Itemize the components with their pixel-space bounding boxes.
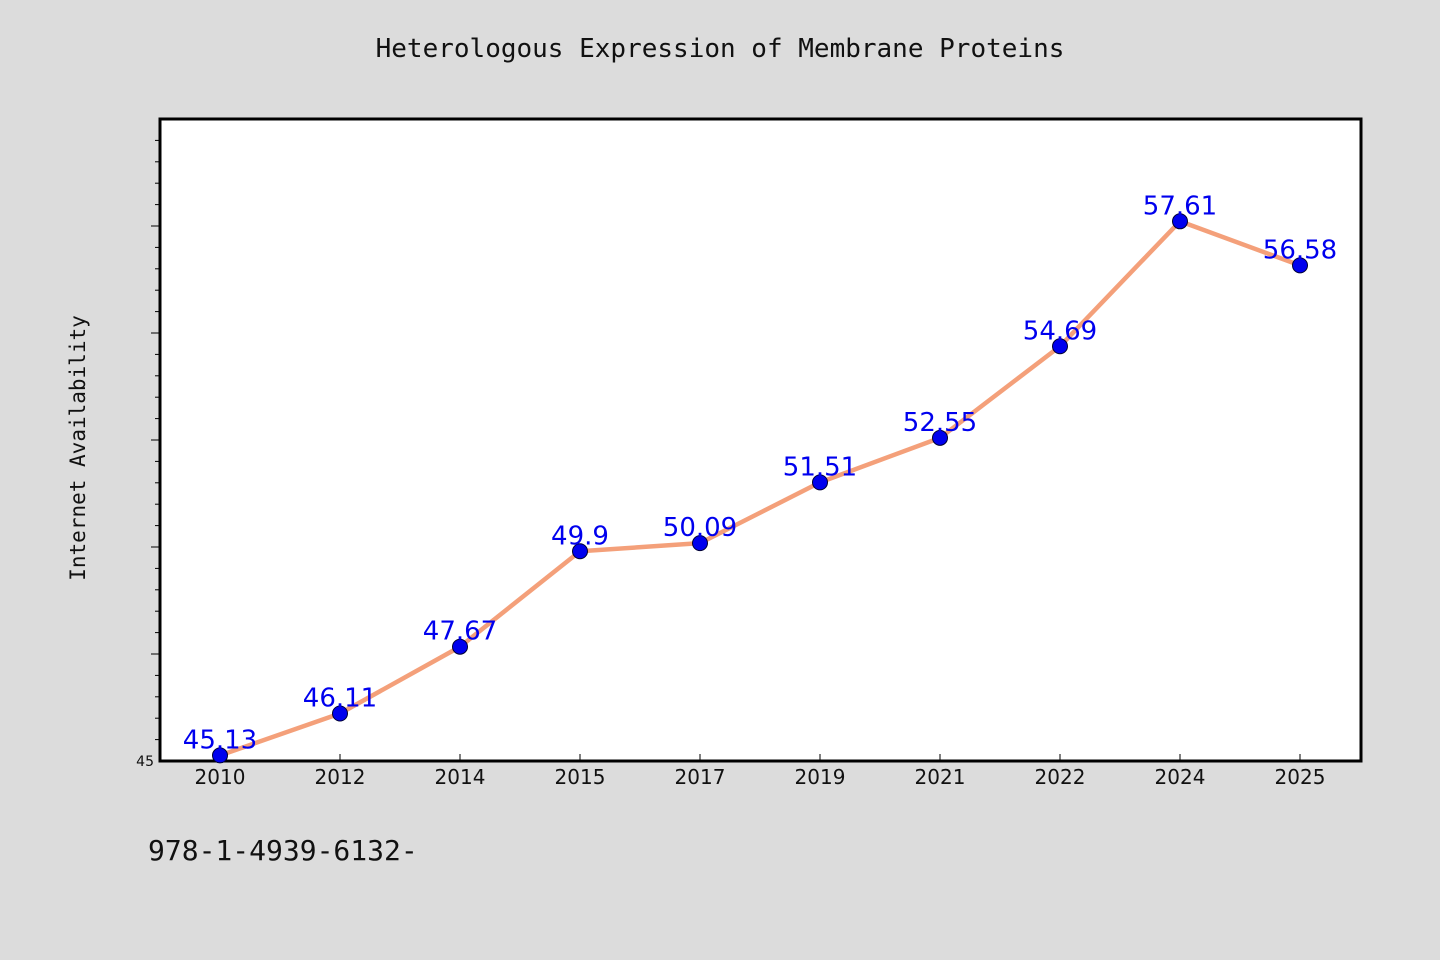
x-tick-label: 2010 xyxy=(195,765,246,789)
series-line xyxy=(217,219,1303,758)
footer-code: 978-1-4939-6132- xyxy=(148,834,418,867)
x-tick-label: 2025 xyxy=(1275,765,1326,789)
chart-title: Heterologous Expression of Membrane Prot… xyxy=(375,34,1065,64)
plot-area xyxy=(158,117,1363,763)
x-tick-label: 2021 xyxy=(915,765,966,789)
x-tick-label: 2024 xyxy=(1155,765,1206,789)
series-group: 45.13 46.11 47.67 49.9 50.09 51.51 52.55 54.69 5… xyxy=(183,191,1337,764)
y-tick-label: 45 xyxy=(136,754,154,770)
data-point xyxy=(1292,257,1308,274)
data-label: 57.61 xyxy=(1143,191,1217,221)
data-label: 51.51 xyxy=(783,452,857,482)
data-point xyxy=(1052,338,1068,355)
x-tick-label: 2022 xyxy=(1035,765,1086,789)
y-axis-ticks: 45 xyxy=(136,139,160,770)
data-point xyxy=(452,638,468,655)
data-label: 46.11 xyxy=(303,683,377,713)
data-point xyxy=(212,747,228,764)
data-point xyxy=(572,543,588,560)
x-tick-label: 2012 xyxy=(315,765,366,789)
data-point xyxy=(932,429,948,446)
x-axis-ticks: 2010 2012 2014 2015 2017 2019 2021 2022 2024 2025 xyxy=(195,754,1326,789)
data-label: 47.67 xyxy=(423,617,497,647)
data-label: 54.69 xyxy=(1023,316,1097,346)
data-label: 45.13 xyxy=(183,725,257,755)
data-label: 49.9 xyxy=(551,521,609,551)
x-tick-label: 2019 xyxy=(795,765,846,789)
data-label: 56.58 xyxy=(1263,235,1337,265)
x-tick-label: 2015 xyxy=(555,765,606,789)
data-point xyxy=(332,705,348,722)
data-label: 50.09 xyxy=(663,513,737,543)
data-label: 52.55 xyxy=(903,408,977,438)
x-tick-label: 2014 xyxy=(435,765,486,789)
data-point xyxy=(1172,213,1188,230)
x-tick-label: 2017 xyxy=(675,765,726,789)
data-point xyxy=(692,535,708,552)
data-point xyxy=(812,474,828,491)
